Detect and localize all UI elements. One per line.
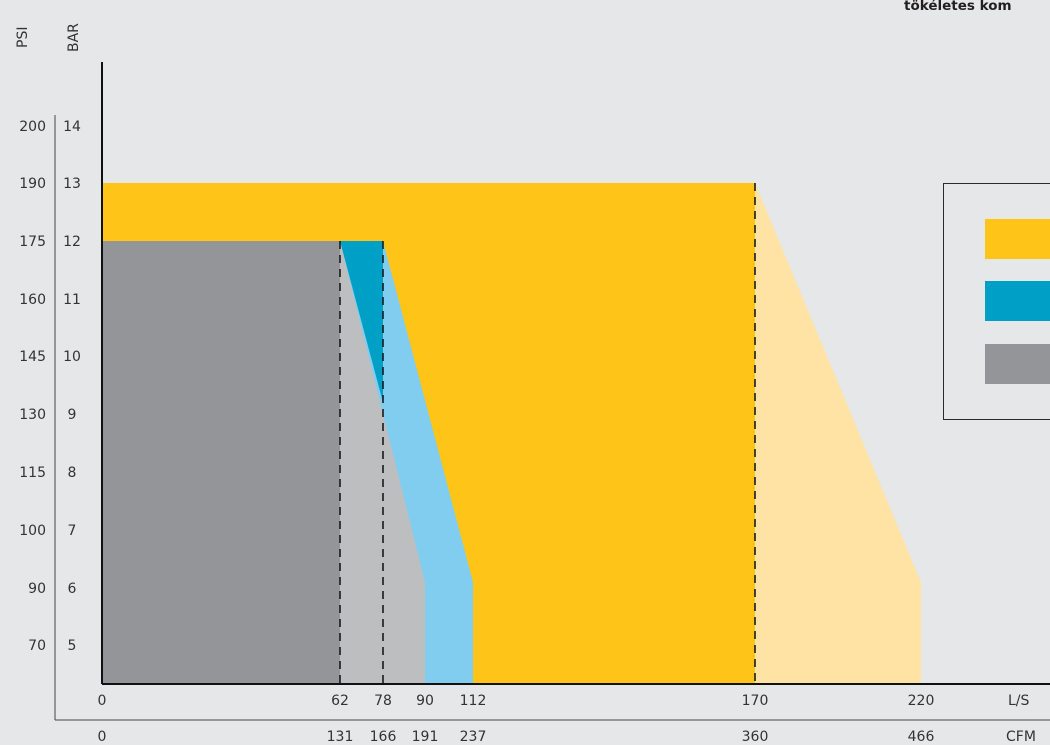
legend-swatch-blue <box>985 281 1050 321</box>
y-tick-psi-145: 145 <box>19 349 46 365</box>
y-tick-bar-8: 8 <box>68 465 77 481</box>
legend-swatch-orange <box>985 219 1050 259</box>
y-tick-psi-200: 200 <box>19 119 46 135</box>
x-tick-cfm-360: 360 <box>742 729 769 745</box>
x-tick-ls-78: 78 <box>374 693 392 709</box>
region-gray-full <box>102 241 340 684</box>
tick-labels: 5706907100811591301014511160121751319014… <box>19 119 934 745</box>
x-tick-cfm-131: 131 <box>327 729 354 745</box>
x-tick-cfm-0: 0 <box>98 729 107 745</box>
y-tick-psi-175: 175 <box>19 234 46 250</box>
x-tick-cfm-191: 191 <box>412 729 439 745</box>
y-tick-bar-13: 13 <box>63 176 81 192</box>
y-tick-psi-160: 160 <box>19 292 46 308</box>
legend-swatch-gray <box>985 344 1050 384</box>
y-tick-bar-14: 14 <box>63 119 81 135</box>
x-tick-ls-170: 170 <box>742 693 769 709</box>
y-tick-bar-7: 7 <box>68 523 77 539</box>
psi-axis-label: PSI <box>15 27 31 48</box>
x-tick-cfm-166: 166 <box>370 729 397 745</box>
y-tick-psi-90: 90 <box>28 581 46 597</box>
bar-axis-label: BAR <box>66 23 82 52</box>
x-tick-cfm-237: 237 <box>460 729 487 745</box>
region-gray-reduced <box>340 241 425 684</box>
y-tick-psi-130: 130 <box>19 407 46 423</box>
header-title-fragment: tökéletes kom <box>904 0 1012 11</box>
region-orange-reduced <box>755 183 921 684</box>
x-tick-ls-220: 220 <box>908 693 935 709</box>
y-tick-bar-9: 9 <box>68 407 77 423</box>
flow-markers <box>339 183 756 684</box>
y-tick-psi-115: 115 <box>19 465 46 481</box>
ls-axis-label: L/S <box>1008 693 1030 709</box>
x-tick-ls-0: 0 <box>98 693 107 709</box>
x-tick-ls-62: 62 <box>331 693 349 709</box>
x-tick-cfm-466: 466 <box>908 729 935 745</box>
region-blue-full <box>340 241 383 403</box>
y-tick-psi-100: 100 <box>19 523 46 539</box>
y-tick-bar-10: 10 <box>63 349 81 365</box>
y-tick-bar-5: 5 <box>68 638 77 654</box>
y-tick-bar-12: 12 <box>63 234 81 250</box>
y-tick-psi-70: 70 <box>28 638 46 654</box>
y-tick-psi-190: 190 <box>19 176 46 192</box>
cfm-axis-label: CFM <box>1006 729 1036 745</box>
x-tick-ls-90: 90 <box>416 693 434 709</box>
chart-regions <box>102 183 921 684</box>
legend <box>943 183 1050 420</box>
y-tick-bar-11: 11 <box>63 292 81 308</box>
x-tick-ls-112: 112 <box>460 693 487 709</box>
axes: PSI BAR L/S CFM <box>15 23 1050 745</box>
y-tick-bar-6: 6 <box>68 581 77 597</box>
